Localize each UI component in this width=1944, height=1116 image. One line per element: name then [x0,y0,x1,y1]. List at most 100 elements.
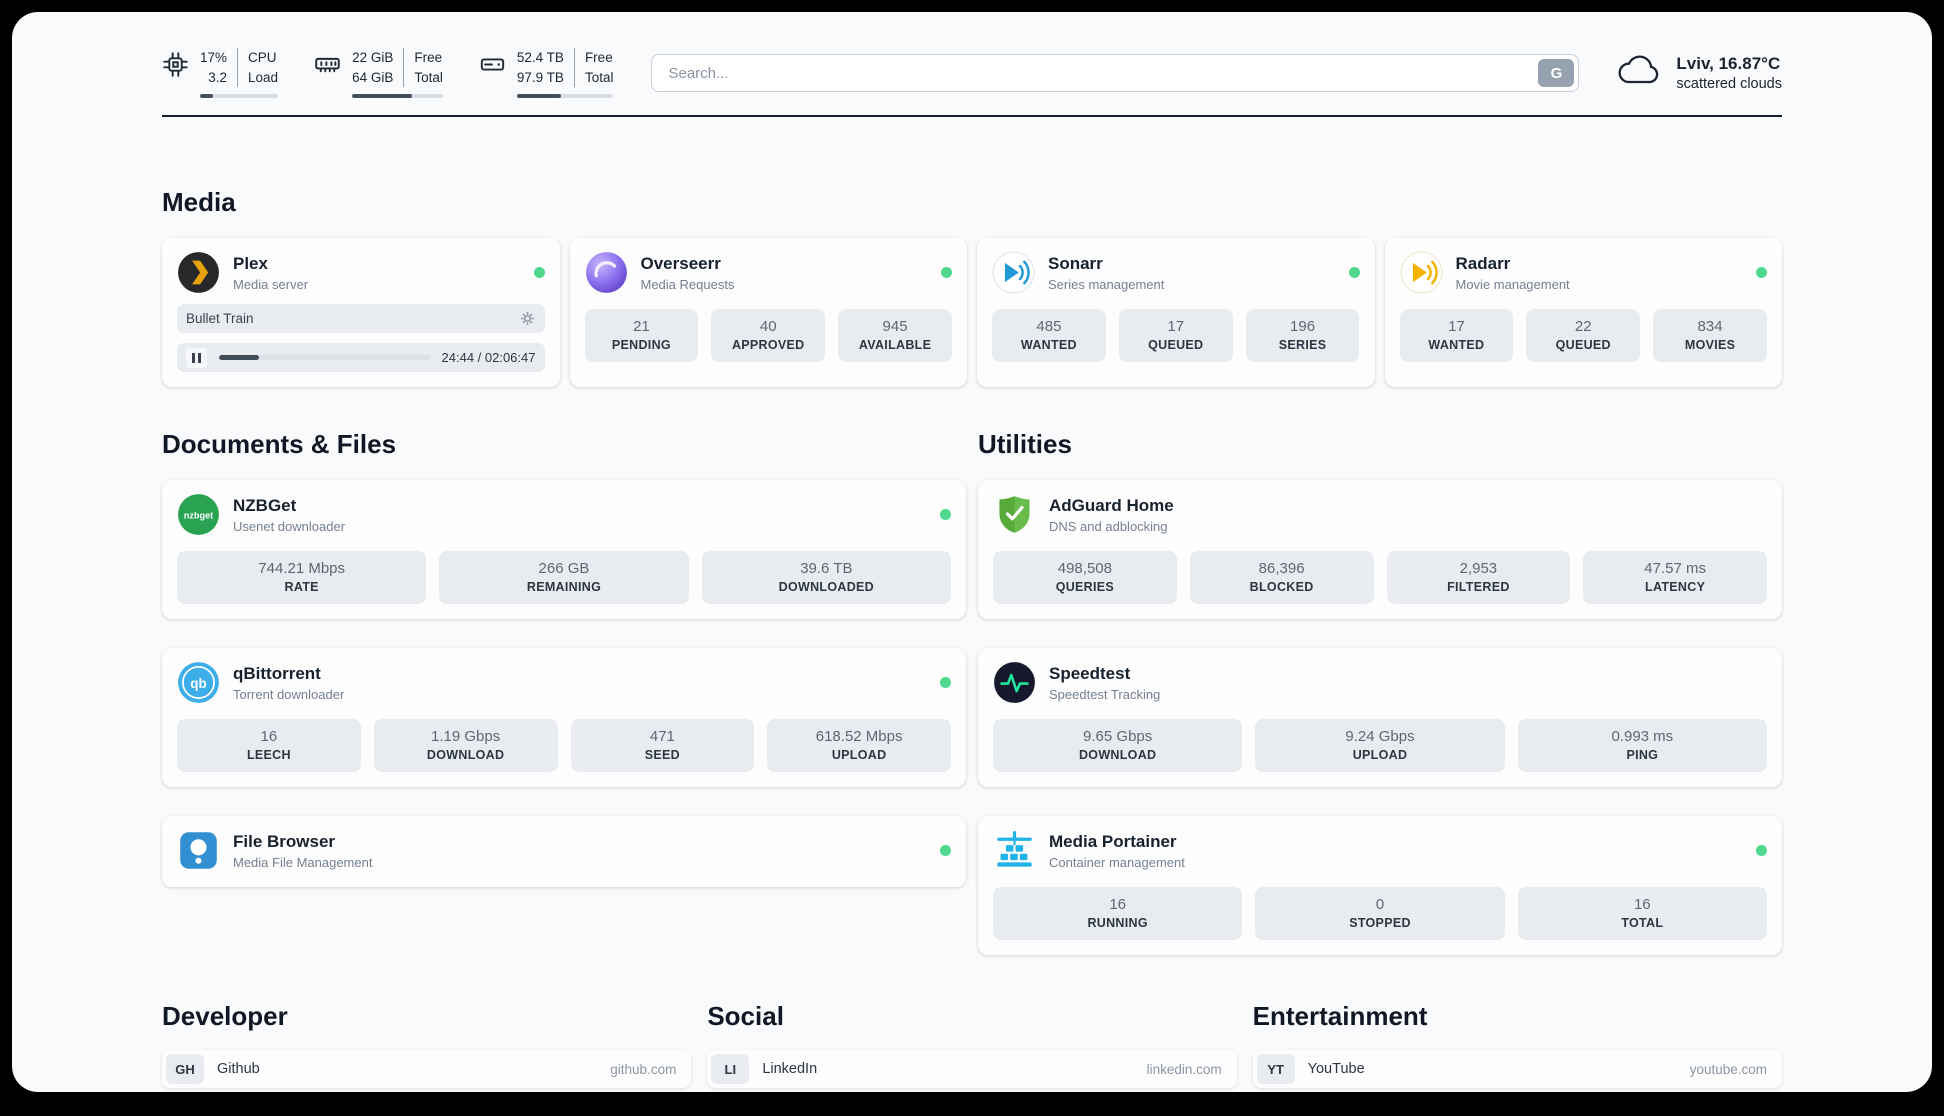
stat-box: 618.52 Mbps UPLOAD [767,719,951,773]
app-card-portainer[interactable]: Media Portainer Container management 16 R… [978,816,1782,956]
bookmark-abbr: LI [711,1054,750,1085]
ram-stat: 22 GiB Free 64 GiB Total [314,48,443,99]
nzbget-icon: nzbget [177,493,220,536]
bookmark-item[interactable]: YT YouTube youtube.com [1252,1050,1782,1089]
playback-time: 24:44 / 02:06:47 [441,350,536,366]
stat-label: DOWNLOADED [778,580,874,595]
radarr-icon [1400,251,1443,294]
app-card-sonarr[interactable]: Sonarr Series management 485 WANTED 17 QUEU… [977,238,1375,388]
app-card-adguard[interactable]: AdGuard Home DNS and adblocking 498,508 Q… [978,480,1782,620]
section-social: Social LILinkedInlinkedin.comTWTwittertw… [707,1001,1237,1092]
stat-box: 9.24 Gbps UPLOAD [1255,719,1505,773]
stat-label: PING [1626,748,1659,763]
app-card-qbittorrent[interactable]: qb qBittorrent Torrent downloader 16 LEEC… [162,648,966,788]
top-bar: 17% CPU 3.2 Load 22 GiB [162,12,1782,99]
cpu-load-label: Load [237,67,278,88]
app-card-radarr[interactable]: Radarr Movie management 17 WANTED 22 QUEUED… [1384,238,1782,388]
section-title-documents: Documents & Files [162,429,397,460]
stat-value: 834 [1697,318,1723,336]
status-dot [941,267,952,279]
disk-total-label: Total [573,67,613,88]
app-stats: 16 LEECH 1.19 Gbps DOWNLOAD 471 SEED 618.52 Mb… [177,719,951,773]
adguard-shield-icon [993,493,1036,536]
stat-label: SEED [644,748,680,763]
stat-label: REMAINING [526,580,602,595]
bookmark-name: LinkedIn [762,1061,818,1078]
weather-condition: scattered clouds [1676,76,1782,93]
section-documents: Documents & Files nzbget NZBGet Usenet d… [162,429,966,888]
stat-box: 86,396 BLOCKED [1189,551,1374,605]
app-card-nzbget[interactable]: nzbget NZBGet Usenet downloader 744.21 M… [162,480,966,620]
stat-value: 9.24 Gbps [1345,728,1415,746]
app-card-plex[interactable]: Plex Media server Bullet Train [162,238,560,388]
stat-label: QUEUED [1555,338,1611,353]
stat-value: 17 [1448,318,1465,336]
bookmark-abbr: YT [1256,1054,1295,1085]
section-media: Media Plex Media server Bullet [162,187,1782,388]
stat-label: BLOCKED [1249,580,1314,595]
stat-box: 485 WANTED [992,309,1106,363]
bookmark-list-developer: GHGithubgithub.comSOStackOverflowstackov… [162,1050,692,1092]
stat-value: 86,396 [1258,560,1305,578]
bookmark-url: linkedin.com [1146,1061,1222,1077]
cpu-load-value: 3.2 [208,69,228,85]
stat-value: 196 [1290,318,1316,336]
cpu-stat: 17% CPU 3.2 Load [162,48,279,99]
dashboard-page: 17% CPU 3.2 Load 22 GiB [12,12,1932,1092]
app-stats: 485 WANTED 17 QUEUED 196 SERIES [992,309,1360,363]
status-dot [1348,267,1360,279]
cpu-percent: 17% [200,50,228,65]
app-desc: Media server [233,276,309,292]
bookmark-url: github.com [610,1061,677,1077]
app-card-filebrowser[interactable]: File Browser Media File Management [162,816,966,888]
stat-box: 196 SERIES [1245,309,1360,363]
playback-progress-bar[interactable] [219,355,430,361]
app-name: Plex [233,253,268,273]
status-dot [533,267,545,279]
cloud-icon [1617,53,1663,93]
stat-box: 0 STOPPED [1255,887,1505,941]
weather-widget[interactable]: Lviv, 16.87°C scattered clouds [1617,53,1782,93]
overseerr-icon [585,251,628,294]
status-dot [940,509,951,521]
app-stats: 17 WANTED 22 QUEUED 834 MOVIES [1399,309,1768,363]
stat-value: 744.21 Mbps [258,560,346,578]
status-dot [940,677,951,689]
stat-label: UPLOAD [831,748,887,763]
ram-free-label: Free [403,48,443,68]
stat-label: LEECH [246,748,291,763]
playback-row: 24:44 / 02:06:47 [177,343,545,373]
gear-icon[interactable] [519,310,536,327]
stat-value: 16 [260,728,278,746]
app-stats: 16 RUNNING 0 STOPPED 16 TOTAL [993,887,1767,941]
stat-value: 17 [1167,318,1185,336]
stat-value: 21 [633,318,650,336]
search-input[interactable] [651,54,1580,93]
stat-value: 40 [759,318,777,336]
app-desc: Series management [1048,276,1165,292]
sonarr-icon [992,251,1035,294]
stat-value: 498,508 [1057,560,1112,578]
app-name: qBittorrent [233,663,321,683]
stat-box: 22 QUEUED [1526,309,1641,363]
app-card-overseerr[interactable]: Overseerr Media Requests 21 PENDING 40 APPR… [569,238,967,388]
app-desc: Torrent downloader [233,686,345,702]
stat-label: QUERIES [1055,580,1115,595]
pause-icon[interactable] [186,347,207,368]
app-desc: Usenet downloader [233,518,346,534]
app-desc: Movie management [1455,276,1570,292]
bookmark-item[interactable]: LI LinkedIn linkedin.com [707,1050,1237,1089]
app-desc: DNS and adblocking [1049,518,1168,534]
bookmark-url: youtube.com [1689,1061,1767,1077]
app-name: Sonarr [1048,253,1103,273]
bookmark-abbr: GH [166,1054,204,1085]
section-entertainment: Entertainment YTYouTubeyoutube.comNFNetf… [1252,1001,1782,1092]
app-card-speedtest[interactable]: Speedtest Speedtest Tracking 9.65 Gbps DO… [978,648,1782,788]
system-stats: 17% CPU 3.2 Load 22 GiB [162,48,614,99]
stat-label: SERIES [1278,338,1327,353]
ram-total-value: 64 GiB [352,69,394,85]
ram-free-value: 22 GiB [352,50,394,65]
stat-box: 17 QUEUED [1118,309,1233,363]
search-engine-button[interactable]: G [1538,59,1575,88]
bookmark-item[interactable]: GH Github github.com [162,1050,692,1089]
